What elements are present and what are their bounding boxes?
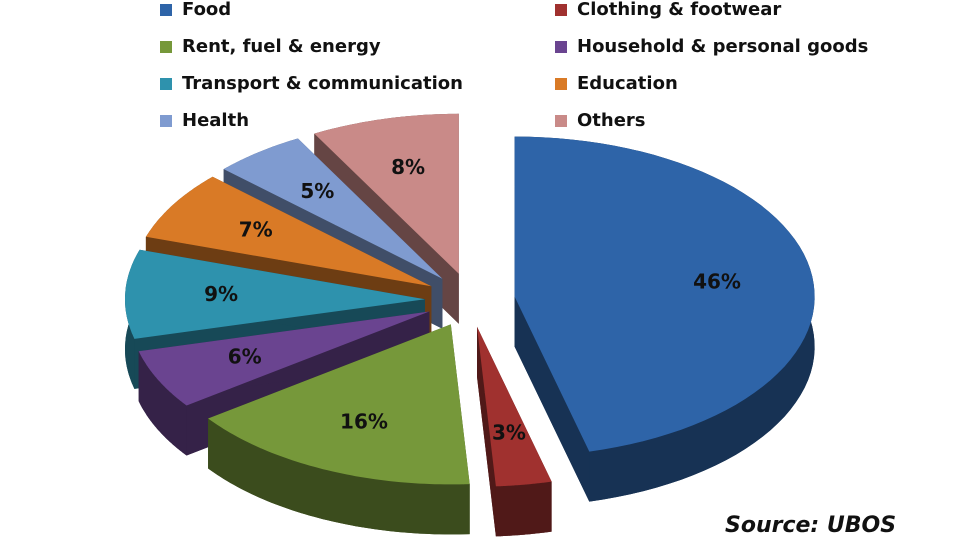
slice-top (138, 311, 430, 406)
legend-label: Household & personal goods (577, 36, 868, 57)
slice-top (125, 249, 425, 339)
legend-label: Education (577, 73, 678, 94)
data-label: 8% (391, 155, 425, 179)
legend-label: Food (182, 0, 231, 20)
legend-label: Transport & communication (182, 73, 463, 94)
slice-top (208, 324, 470, 485)
slice-top (314, 113, 459, 274)
legend-swatch (160, 115, 172, 127)
slice-top (145, 176, 432, 287)
legend-label: Rent, fuel & energy (182, 36, 381, 57)
slice-wall (495, 481, 552, 537)
legend-swatch (160, 4, 172, 16)
slice-wall (208, 418, 470, 535)
legend-swatch (555, 78, 567, 90)
data-label: 9% (204, 282, 238, 306)
legend-swatch (160, 41, 172, 53)
legend-swatch (160, 78, 172, 90)
data-label: 7% (239, 217, 273, 241)
data-label: 3% (492, 421, 526, 445)
data-label: 6% (228, 344, 262, 368)
legend-swatch (555, 4, 567, 16)
slice (514, 136, 815, 502)
legend-swatch (555, 41, 567, 53)
slice-side (477, 326, 496, 537)
legend-label: Health (182, 110, 249, 131)
legend-swatch (555, 115, 567, 127)
data-label: 46% (693, 269, 741, 293)
data-label: 5% (300, 179, 334, 203)
legend-label: Clothing & footwear (577, 0, 781, 20)
slice-wall (138, 351, 187, 456)
data-label: 16% (340, 409, 388, 433)
slice-top (477, 326, 552, 487)
legend-label: Others (577, 110, 646, 131)
slice (208, 324, 470, 535)
slice (477, 326, 552, 537)
source-note: Source: UBOS (725, 513, 896, 538)
slice-top (223, 138, 443, 279)
slice-top (514, 136, 815, 452)
slice-side (514, 296, 590, 502)
